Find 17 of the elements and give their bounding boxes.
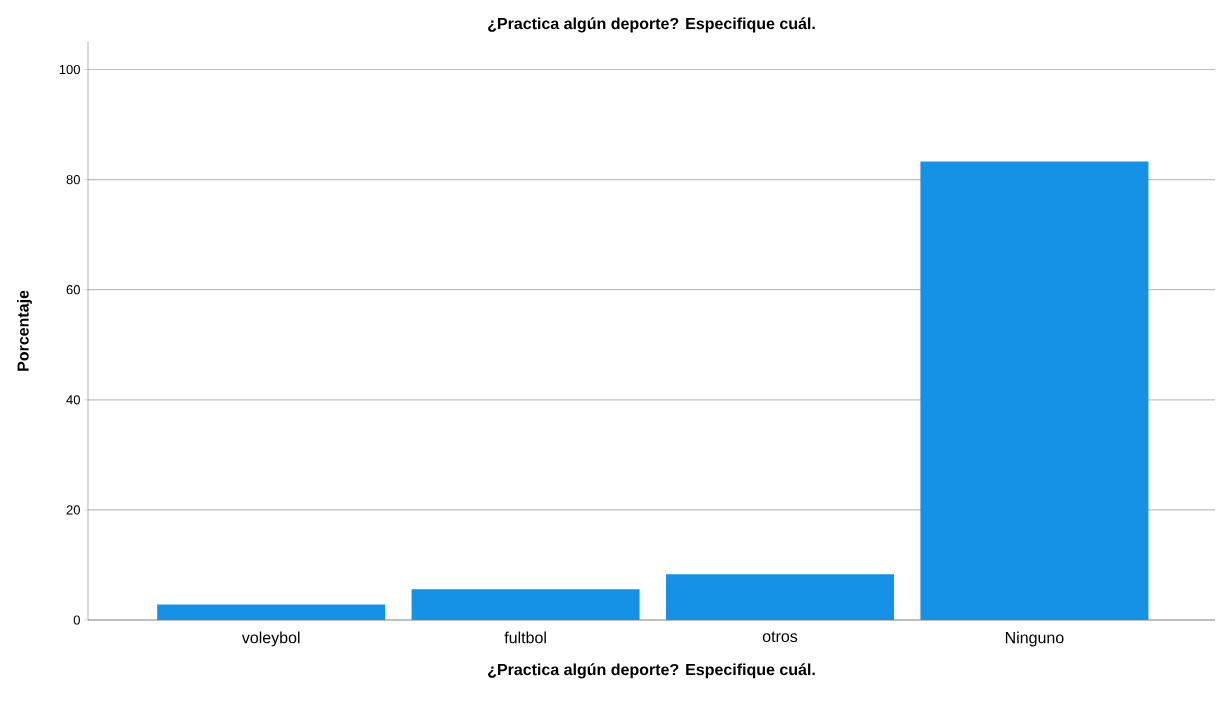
x-tick-label: voleybol	[241, 631, 300, 647]
x-tick-label: otros	[762, 631, 798, 643]
y-tick-label: 60	[66, 285, 80, 295]
chart-title: ¿Practica algún deporte? Especifique cuál.	[488, 17, 815, 33]
x-tick-label: Ninguno	[1005, 631, 1064, 647]
y-tick-label: 0	[73, 615, 80, 625]
bar	[157, 604, 386, 620]
y-tick-label: 40	[66, 395, 80, 405]
y-tick-label: 80	[66, 175, 80, 185]
x-axis-title: ¿Practica algún deporte? Especifique cuál.	[488, 663, 815, 679]
y-axis-title: Porcentaje	[17, 290, 32, 371]
bar	[666, 574, 894, 620]
bar	[920, 161, 1149, 620]
bar	[411, 589, 640, 620]
y-tick-label: 20	[66, 505, 80, 515]
x-tick-label: fultbol	[504, 631, 546, 644]
y-tick-label: 100	[59, 64, 80, 75]
